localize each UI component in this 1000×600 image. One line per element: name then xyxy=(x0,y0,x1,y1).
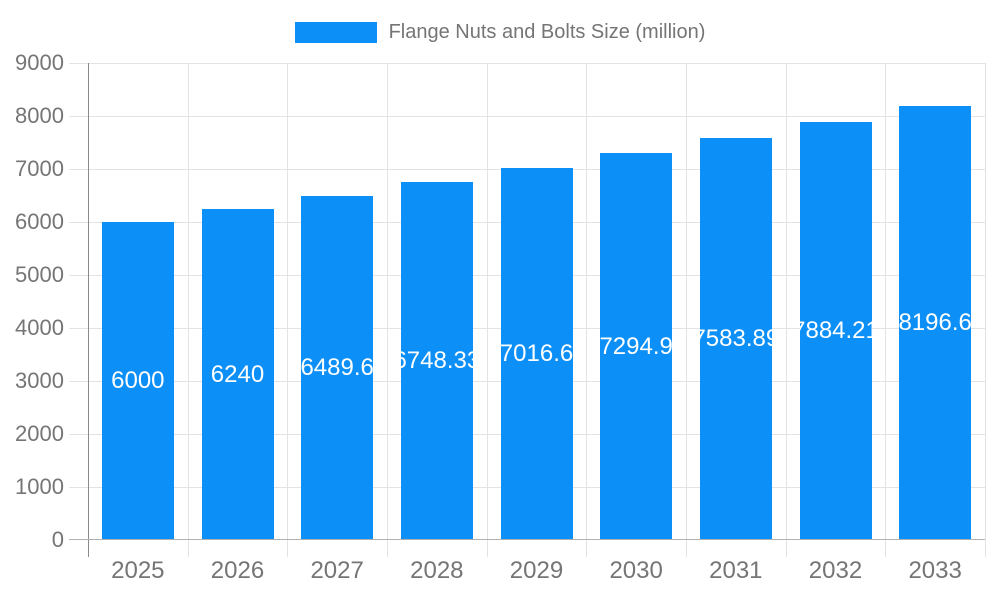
y-tick-label: 1000 xyxy=(15,474,64,499)
bar-value-label: 6489.6 xyxy=(301,354,374,382)
v-gridline xyxy=(985,63,986,557)
x-tick-label: 2027 xyxy=(310,557,364,584)
y-axis-labels: 0 1000 2000 3000 4000 5000 6000 7000 8000 9000 xyxy=(0,0,64,600)
v-gridline xyxy=(287,63,289,557)
y-tick-label: 9000 xyxy=(15,50,64,75)
v-gridline xyxy=(686,63,687,557)
h-gridline xyxy=(69,116,985,117)
y-tick-label: 4000 xyxy=(15,315,64,340)
x-tick-label: 2026 xyxy=(210,557,265,584)
x-tick-label: 2029 xyxy=(509,557,564,584)
x-tick-label: 2025 xyxy=(111,557,165,584)
v-gridline xyxy=(486,63,488,557)
bar-value-label: 6000 xyxy=(111,367,165,394)
y-tick-label: 6000 xyxy=(15,209,64,234)
bar: 6000 xyxy=(101,222,174,540)
bar: 7583.89 xyxy=(699,138,772,540)
y-tick-label: 0 xyxy=(51,527,64,552)
bar: 6489.6 xyxy=(301,196,374,540)
x-tick-label: 2028 xyxy=(410,557,464,584)
v-gridline xyxy=(885,63,887,557)
bar-value-label: 7583.89 xyxy=(700,325,772,353)
bar: 7016.6 xyxy=(500,168,573,540)
legend-swatch xyxy=(294,22,377,43)
x-tick-label: 2031 xyxy=(709,557,763,584)
y-tick-label: 2000 xyxy=(15,421,64,446)
y-tick-label: 3000 xyxy=(15,368,64,393)
y-tick-label: 8000 xyxy=(15,103,64,128)
y-tick-label: 5000 xyxy=(15,262,64,287)
legend-title: Flange Nuts and Bolts Size (million) xyxy=(388,21,706,43)
x-tick-label: 2033 xyxy=(908,557,962,584)
v-gridline xyxy=(785,63,787,557)
bar-value-label: 8196.6 xyxy=(899,308,972,336)
bar: 7294.9 xyxy=(600,153,673,540)
chart-legend: Flange Nuts and Bolts Size (million) xyxy=(0,21,1000,44)
h-gridline xyxy=(69,63,985,64)
v-gridline xyxy=(586,63,588,557)
y-axis-line xyxy=(88,63,89,557)
x-axis-line xyxy=(69,539,985,540)
v-gridline xyxy=(187,63,189,557)
bar-value-label: 7294.9 xyxy=(600,332,673,360)
x-tick-label: 2030 xyxy=(609,557,663,584)
x-tick-label: 2032 xyxy=(808,557,863,584)
bar: 8196.6 xyxy=(899,105,972,540)
bar-value-label: 6240 xyxy=(210,360,265,388)
bar-value-label: 7884.21 xyxy=(800,317,872,345)
bar: 6240 xyxy=(201,209,274,540)
y-tick-label: 7000 xyxy=(15,156,64,181)
bar-value-label: 7016.6 xyxy=(500,340,573,368)
v-gridline xyxy=(387,63,388,557)
x-axis-labels: 2025 2026 2027 2028 2029 2030 2031 2032 2033 xyxy=(88,557,985,589)
bar: 7884.21 xyxy=(799,122,872,540)
